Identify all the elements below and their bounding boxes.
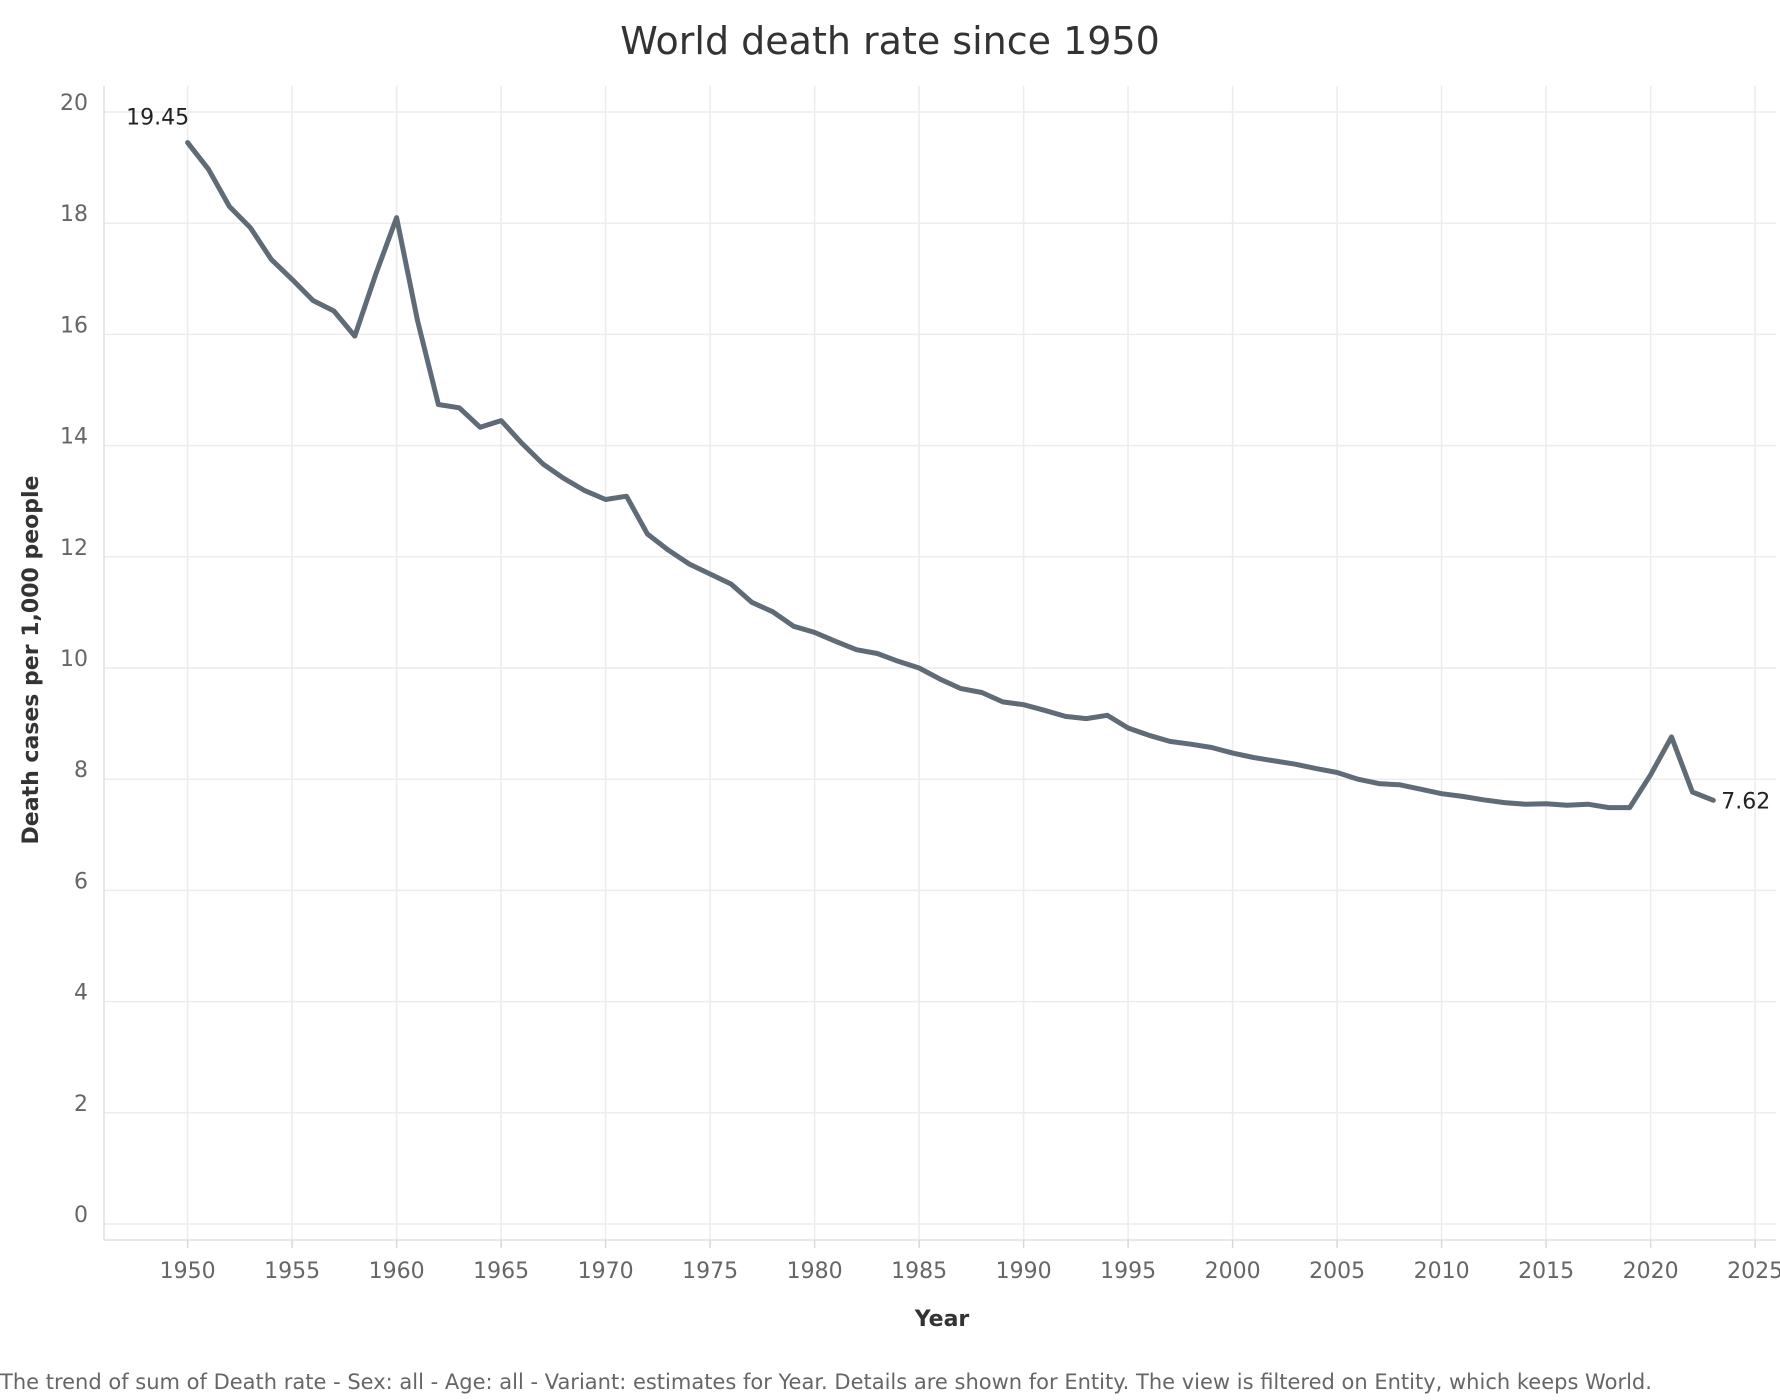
y-axis-ticks: 0 2 4 6 8 10 12 14 16 18 20: [60, 91, 88, 1228]
y-tick-label: 6: [74, 869, 88, 894]
y-tick-label: 16: [60, 313, 88, 338]
chart-title: World death rate since 1950: [620, 19, 1160, 63]
x-tick-label: 1960: [369, 1259, 425, 1284]
series-group: [185, 140, 1716, 811]
x-tick-label: 2010: [1414, 1259, 1470, 1284]
x-tick-label: 1975: [682, 1259, 738, 1284]
data-label: 19.45: [126, 106, 189, 131]
data-label: 7.62: [1721, 789, 1770, 814]
x-tick-label: 2000: [1205, 1259, 1261, 1284]
series-line: [185, 140, 1716, 811]
x-tick-label: 1990: [996, 1259, 1052, 1284]
x-tick-label: 2020: [1623, 1259, 1679, 1284]
y-tick-label: 20: [60, 91, 88, 116]
x-tick-label: 2025: [1727, 1259, 1780, 1284]
x-tick-label: 2005: [1309, 1259, 1365, 1284]
x-tick-label: 1965: [473, 1259, 529, 1284]
y-axis-label: Death cases per 1,000 people: [19, 476, 44, 845]
x-axis-ticks: 1950 1955 1960 1965 1970 1975 1980 1985 1990 1995…: [160, 1240, 1780, 1284]
x-tick-label: 1955: [264, 1259, 320, 1284]
y-tick-label: 2: [74, 1092, 88, 1117]
x-tick-label: 2015: [1518, 1259, 1574, 1284]
chart-caption: The trend of sum of Death rate - Sex: al…: [0, 1370, 1652, 1394]
y-tick-label: 10: [60, 647, 88, 672]
x-tick-label: 1980: [787, 1259, 843, 1284]
y-tick-label: 18: [60, 202, 88, 227]
y-tick-label: 14: [60, 425, 88, 450]
y-tick-label: 4: [74, 981, 88, 1006]
y-tick-label: 0: [74, 1203, 88, 1228]
x-tick-label: 1970: [578, 1259, 634, 1284]
grid: [104, 86, 1776, 1240]
x-tick-label: 1995: [1100, 1259, 1156, 1284]
axis-lines: [103, 86, 1776, 1241]
y-tick-label: 8: [74, 758, 88, 783]
data-labels: 19.45 7.62: [126, 106, 1770, 815]
y-tick-label: 12: [60, 536, 88, 561]
x-axis-label: Year: [914, 1307, 970, 1332]
x-tick-label: 1985: [891, 1259, 947, 1284]
x-tick-label: 1950: [160, 1259, 216, 1284]
